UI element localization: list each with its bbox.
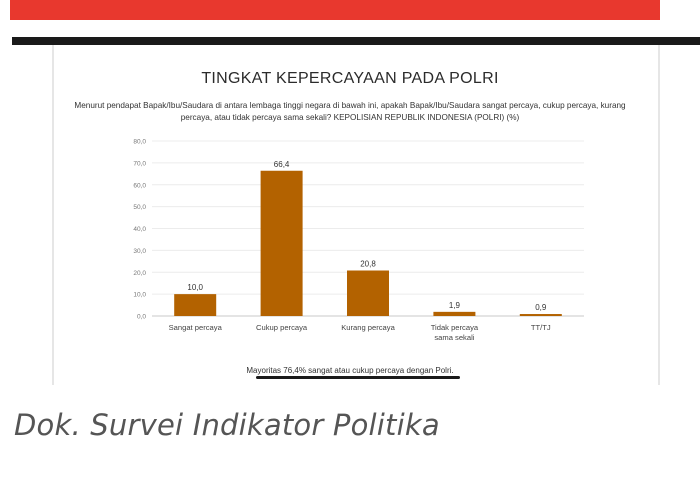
bar [174,294,217,316]
x-tick-label: Tidak percaya [431,323,479,332]
bar [433,311,476,316]
chart-title: TINGKAT KEPERCAYAAN PADA POLRI [201,70,499,87]
slide-left-edge [52,45,54,385]
highlight-underline [256,376,460,379]
data-label: 66,4 [274,160,290,169]
x-axis-categories: Sangat percaya Cukup percaya Kurang percay… [169,323,551,342]
chart-value-labels: 10,0 66,4 20,8 1,9 0,9 [187,160,546,312]
y-tick-label: 50,0 [133,204,146,211]
header-red-band [10,0,660,20]
bar [347,270,389,316]
image-caption: Dok. Survei Indikator Politika [14,408,440,442]
chart-bars [174,170,562,316]
x-tick-label: sama sekali [434,333,474,342]
bar [260,170,303,316]
x-tick-label: Kurang percaya [341,323,395,332]
y-tick-label: 40,0 [133,226,146,233]
y-tick-label: 20,0 [133,270,146,277]
y-axis-ticks: 0,0 10,0 20,0 30,0 40,0 50,0 60,0 70,0 80,0 [133,139,146,321]
bar [519,314,562,316]
data-label: 1,9 [449,301,461,310]
y-tick-label: 30,0 [133,248,146,255]
x-tick-label: Sangat percaya [169,323,223,332]
data-label: 0,9 [535,303,547,312]
y-tick-label: 60,0 [133,182,146,189]
y-tick-label: 70,0 [133,160,146,167]
chart-subtitle: Menurut pendapat Bapak/Ibu/Saudara di an… [74,101,626,122]
data-label: 10,0 [187,283,203,292]
slide-right-edge [658,45,660,385]
y-tick-label: 10,0 [133,292,146,299]
y-tick-label: 0,0 [137,314,146,321]
chart-footnote: Mayoritas 76,4% sangat atau cukup percay… [246,366,454,375]
y-tick-label: 80,0 [133,139,146,146]
x-tick-label: TT/TJ [531,323,551,332]
data-label: 20,8 [360,260,376,269]
header-black-band [12,37,700,45]
x-tick-label: Cukup percaya [256,323,308,332]
